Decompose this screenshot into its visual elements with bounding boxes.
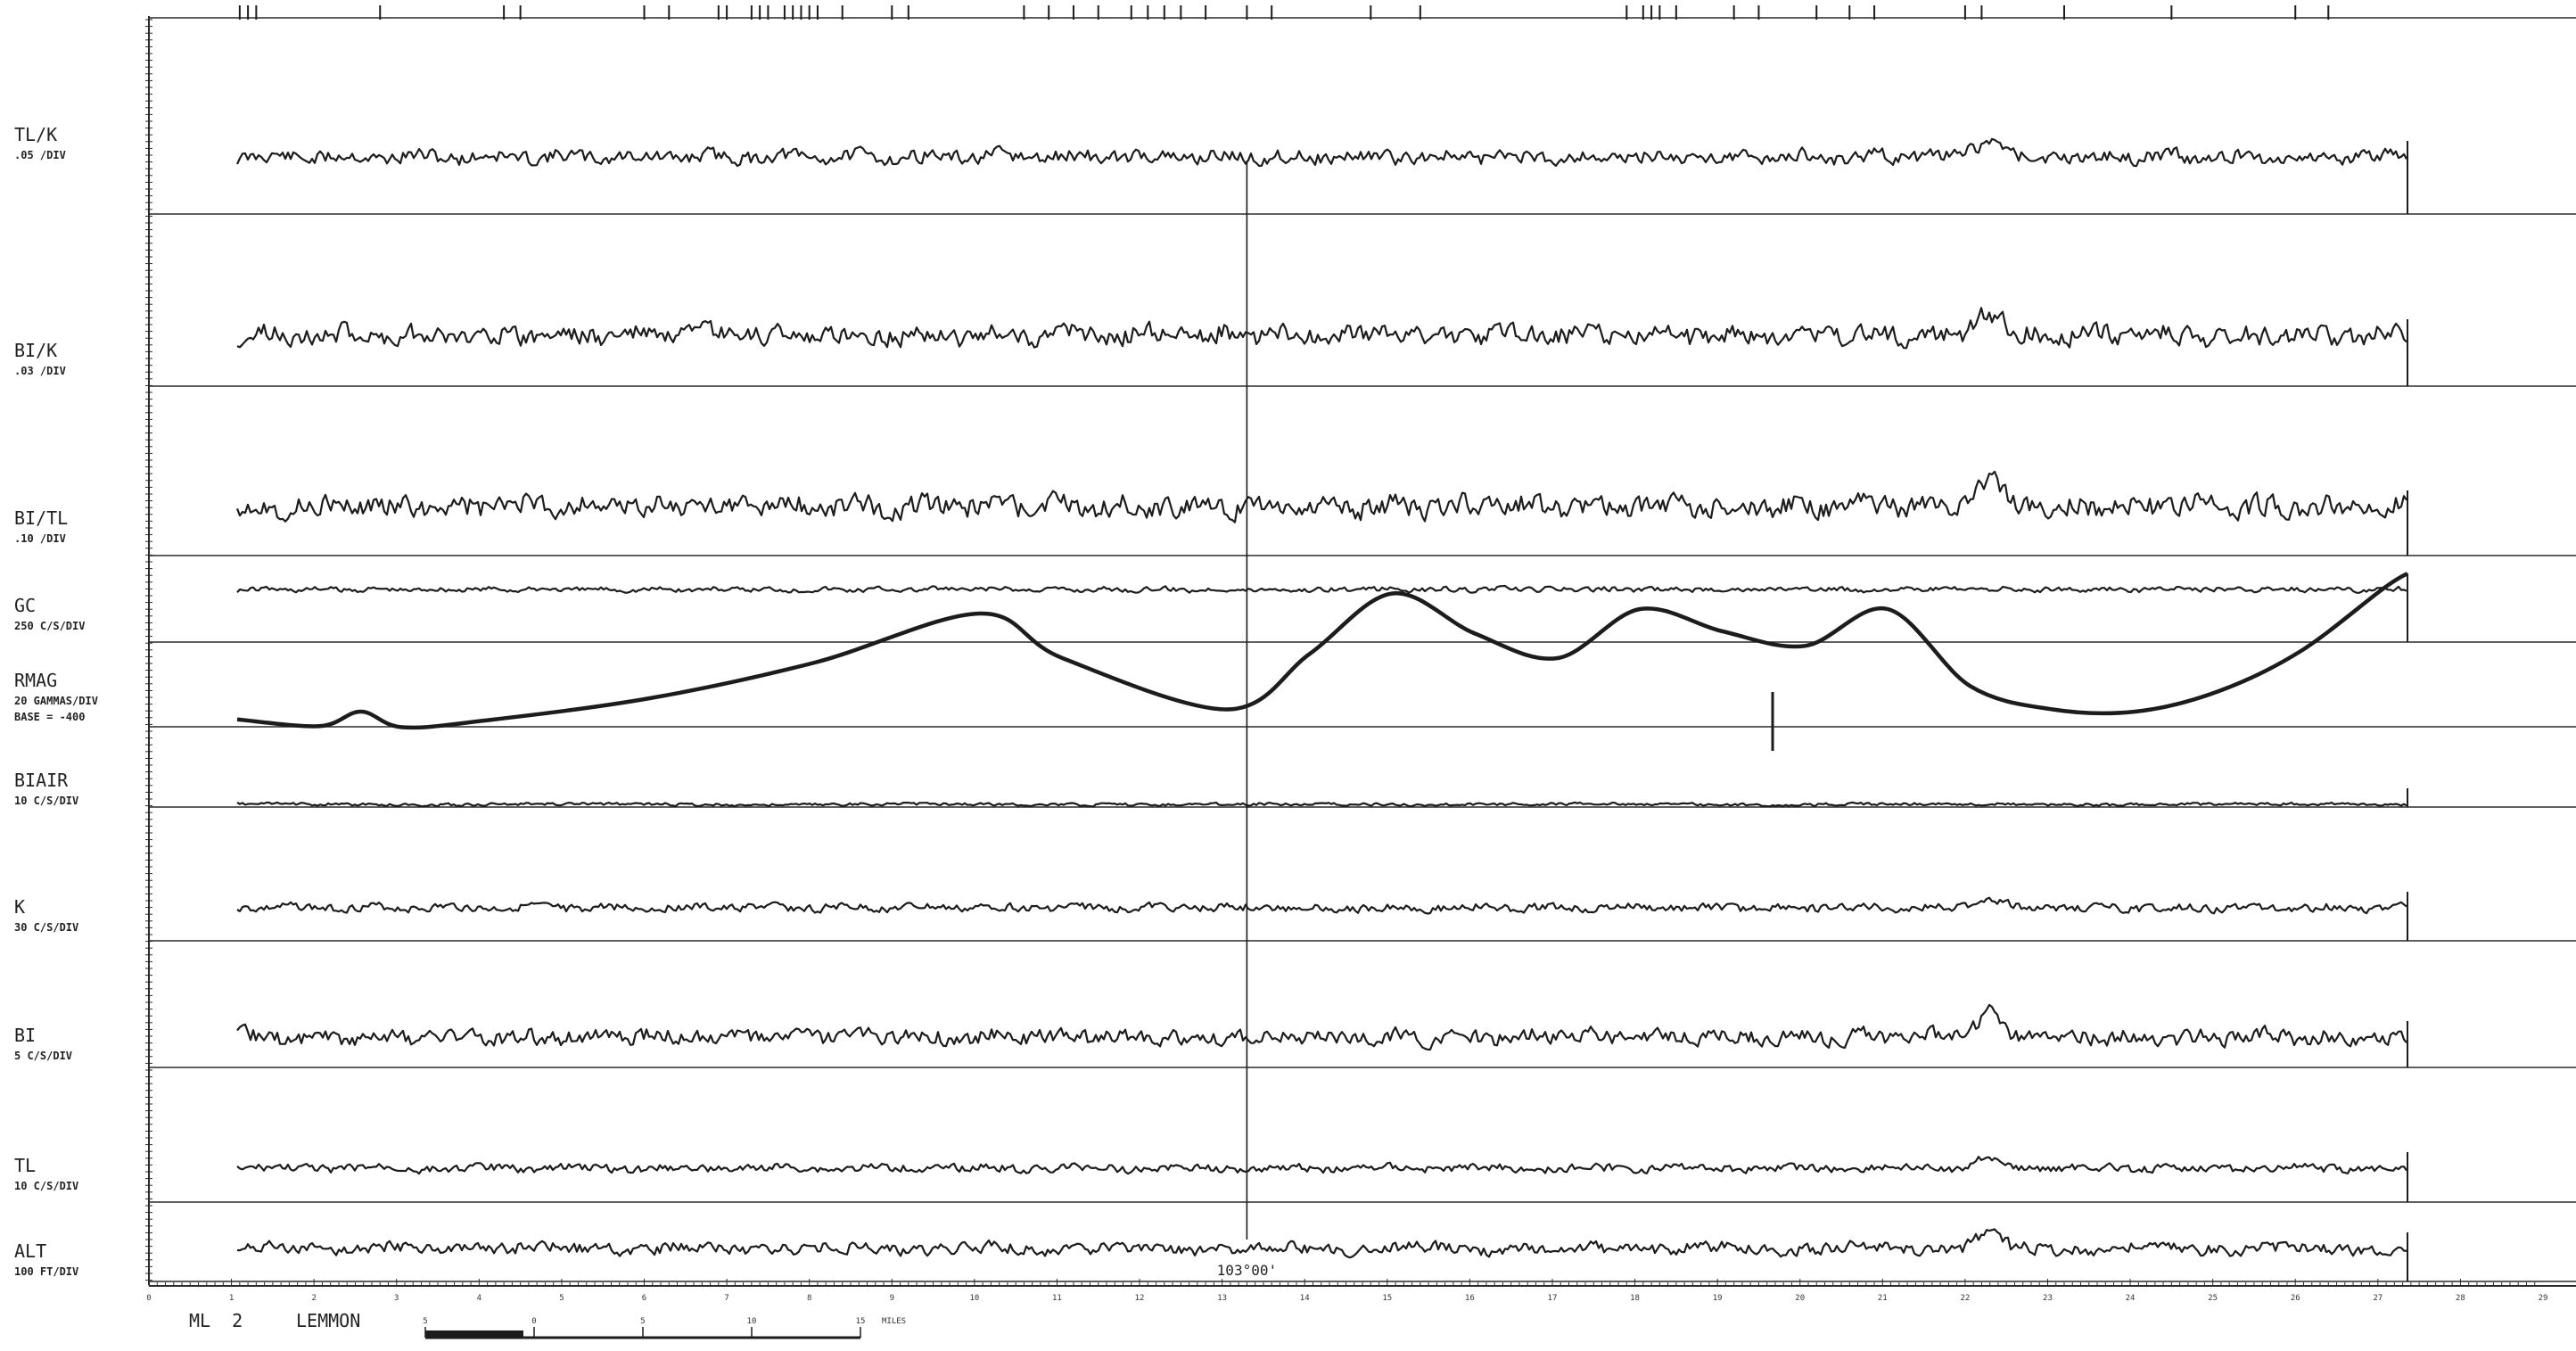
x-tick-label: 3	[394, 1294, 399, 1303]
x-tick-label: 9	[890, 1294, 894, 1303]
x-tick-label: 19	[1713, 1294, 1723, 1303]
longitude-marker: 103°00'	[1217, 161, 1277, 1279]
channel-name-bik: BI/K	[14, 340, 57, 361]
channel-name-gc: GC	[14, 595, 36, 616]
channel-scale-alt: 100 FT/DIV	[14, 1265, 78, 1278]
x-tick-label: 25	[2208, 1294, 2218, 1303]
x-tick-label: 11	[1052, 1294, 1062, 1303]
scale-bar-label: 0	[531, 1317, 536, 1326]
x-tick-label: 17	[1548, 1294, 1558, 1303]
trace-tlk	[235, 137, 2407, 168]
x-tick-label: 20	[1795, 1294, 1805, 1303]
x-tick-label: 16	[1465, 1294, 1475, 1303]
channel-scale-k: 30 C/S/DIV	[14, 921, 78, 934]
trace-tl	[236, 1156, 2407, 1175]
channel-scale-bik: .03 /DIV	[14, 365, 66, 377]
bottom-x-axis: 0 1 2 3 4 5 6 7 8 9 10 11 12 13 14 15 16 17 18 19 20 21 22 23 24…	[146, 1279, 2576, 1303]
channel-labels: TL/K .05 /DIV BI/K .03 /DIV BI/TL .10 /DIV GC 2…	[14, 124, 98, 1278]
scale-bar-units: MILES	[882, 1317, 906, 1326]
trace-gc	[236, 584, 2407, 594]
distance-scale-bar: 5 0 5 10 15 MILES	[423, 1317, 906, 1339]
x-tick-label: 1	[229, 1294, 234, 1303]
channel-name-tlk: TL/K	[14, 124, 57, 145]
scale-bar-label: 10	[747, 1317, 757, 1326]
trace-k	[236, 896, 2407, 915]
x-tick-label: 21	[1878, 1294, 1888, 1303]
channel-base-rmag: BASE = -400	[14, 711, 85, 723]
channel-baselines	[149, 213, 2576, 1282]
channel-name-k: K	[14, 896, 25, 918]
trace-bik	[236, 307, 2407, 350]
scale-bar-label: 5	[423, 1317, 427, 1326]
channel-scale-gc: 250 C/S/DIV	[14, 620, 85, 632]
x-tick-label: 26	[2291, 1294, 2300, 1303]
scale-bar-label: 5	[640, 1317, 645, 1326]
channel-name-biair: BIAIR	[14, 770, 69, 791]
x-tick-label: 2	[311, 1294, 316, 1303]
channel-scale-biair: 10 C/S/DIV	[14, 795, 78, 807]
trace-alt	[236, 1228, 2407, 1259]
x-tick-label: 24	[2126, 1294, 2136, 1303]
channel-traces	[235, 137, 2409, 1281]
longitude-label: 103°00'	[1217, 1262, 1277, 1279]
channel-scale-bitl: .10 /DIV	[14, 532, 66, 545]
channel-name-rmag: RMAG	[14, 670, 57, 691]
x-tick-label: 23	[2043, 1294, 2053, 1303]
channel-scale-tl: 10 C/S/DIV	[14, 1180, 78, 1192]
channel-scale-rmag: 20 GAMMAS/DIV	[14, 695, 98, 707]
x-tick-label: 27	[2373, 1294, 2383, 1303]
x-tick-label: 6	[642, 1294, 646, 1303]
x-tick-label: 28	[2456, 1294, 2465, 1303]
x-tick-label: 29	[2539, 1294, 2548, 1303]
scale-bar-fill	[425, 1330, 523, 1338]
x-tick-label: 22	[1960, 1294, 1970, 1303]
x-tick-label: 12	[1135, 1294, 1145, 1303]
channel-name-bi: BI	[14, 1025, 36, 1046]
scale-bar-label: 15	[856, 1317, 866, 1326]
x-tick-label: 4	[477, 1294, 481, 1303]
trace-biair	[236, 801, 2407, 808]
x-tick-label: 7	[724, 1294, 728, 1303]
x-tick-label: 14	[1300, 1294, 1310, 1303]
x-tick-label: 13	[1217, 1294, 1227, 1303]
x-tick-label: 5	[559, 1294, 564, 1303]
x-tick-label: 0	[146, 1294, 151, 1303]
channel-name-tl: TL	[14, 1155, 36, 1176]
left-vertical-axis	[145, 16, 2576, 1285]
channel-scale-tlk: .05 /DIV	[14, 149, 66, 161]
x-tick-label: 15	[1382, 1294, 1392, 1303]
location-label: LEMMON	[296, 1310, 360, 1331]
channel-scale-bi: 5 C/S/DIV	[14, 1050, 72, 1062]
trace-bi	[236, 1003, 2407, 1051]
x-tick-label: 8	[807, 1294, 811, 1303]
channel-name-bitl: BI/TL	[14, 507, 68, 529]
x-tick-label: 18	[1630, 1294, 1640, 1303]
line-label: ML 2	[189, 1310, 243, 1331]
channel-name-alt: ALT	[14, 1240, 46, 1262]
trace-rmag	[236, 572, 2409, 730]
top-event-marks	[238, 5, 2330, 20]
x-tick-label: 10	[969, 1294, 979, 1303]
trace-bitl	[235, 470, 2407, 523]
chart-footer: ML 2 LEMMON 5 0 5 10 15 MILES	[189, 1310, 906, 1339]
